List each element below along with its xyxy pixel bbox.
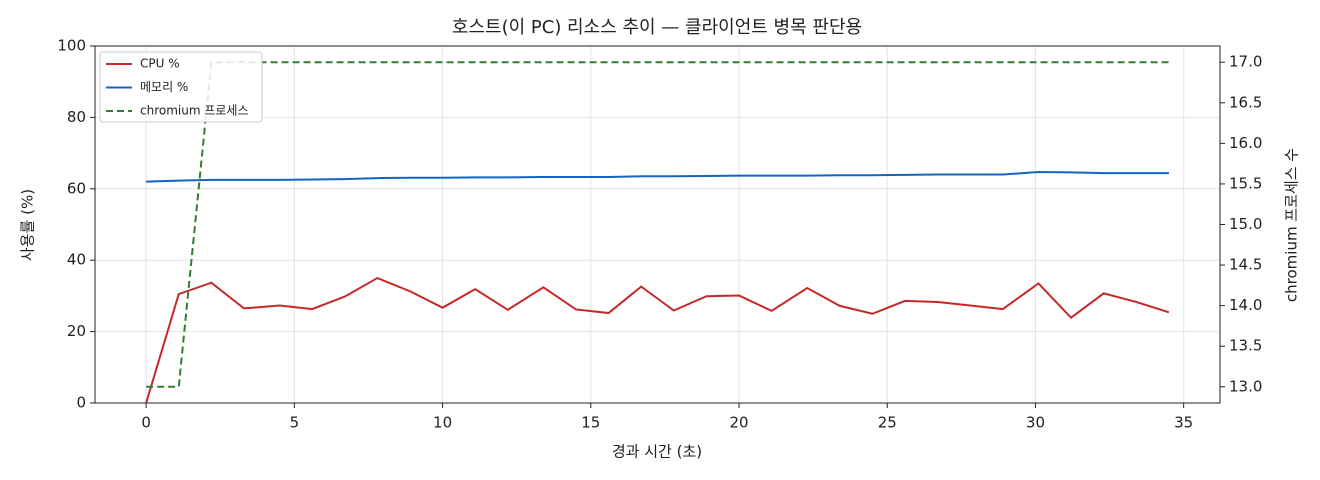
y2-tick-label: 13.0 xyxy=(1229,377,1262,395)
x-tick-label: 30 xyxy=(1026,414,1045,432)
y2-tick-label: 16.5 xyxy=(1229,93,1262,111)
plot-frame xyxy=(94,45,1221,404)
x-tick-label: 5 xyxy=(290,414,300,432)
x-tick-label: 10 xyxy=(433,414,452,432)
legend-box xyxy=(99,51,263,123)
y-tick-label: 60 xyxy=(67,179,86,197)
legend-label: 메모리 % xyxy=(140,80,188,94)
y2-tick-label: 14.0 xyxy=(1229,296,1262,314)
chart-title: 호스트(이 PC) 리소스 추이 — 클라이언트 병목 판단용 xyxy=(452,17,862,38)
x-tick-label: 35 xyxy=(1174,414,1193,432)
y-tick-label: 40 xyxy=(67,251,86,269)
y-tick-label: 20 xyxy=(67,322,86,340)
legend-label: CPU % xyxy=(140,57,180,71)
x-tick-label: 20 xyxy=(729,414,748,432)
series-line xyxy=(146,171,1169,183)
y2-tick-label: 16.0 xyxy=(1229,134,1262,152)
series-line xyxy=(146,61,1169,388)
y2-tick-label: 13.5 xyxy=(1229,337,1262,355)
y-tick-label: 100 xyxy=(57,37,86,55)
y-axis-label: 사용률 (%) xyxy=(19,189,37,261)
y2-tick-label: 17.0 xyxy=(1229,53,1262,71)
legend: CPU % 메모리 % chromium 프로세스 xyxy=(99,51,263,123)
y2-tick-label: 14.5 xyxy=(1229,256,1262,274)
x-tick-label: 0 xyxy=(141,414,151,432)
y2-axis-label: chromium 프로세스 수 xyxy=(1283,148,1301,302)
y2-tick-label: 15.0 xyxy=(1229,215,1262,233)
legend-label: chromium 프로세스 xyxy=(140,104,249,118)
y-tick-label: 80 xyxy=(67,108,86,126)
y-tick-label: 0 xyxy=(76,394,86,412)
series-line xyxy=(145,276,1170,403)
x-axis-label: 경과 시간 (초) xyxy=(612,443,702,461)
x-tick-label: 25 xyxy=(878,414,897,432)
x-tick-label: 15 xyxy=(581,414,600,432)
y2-tick-label: 15.5 xyxy=(1229,174,1262,192)
